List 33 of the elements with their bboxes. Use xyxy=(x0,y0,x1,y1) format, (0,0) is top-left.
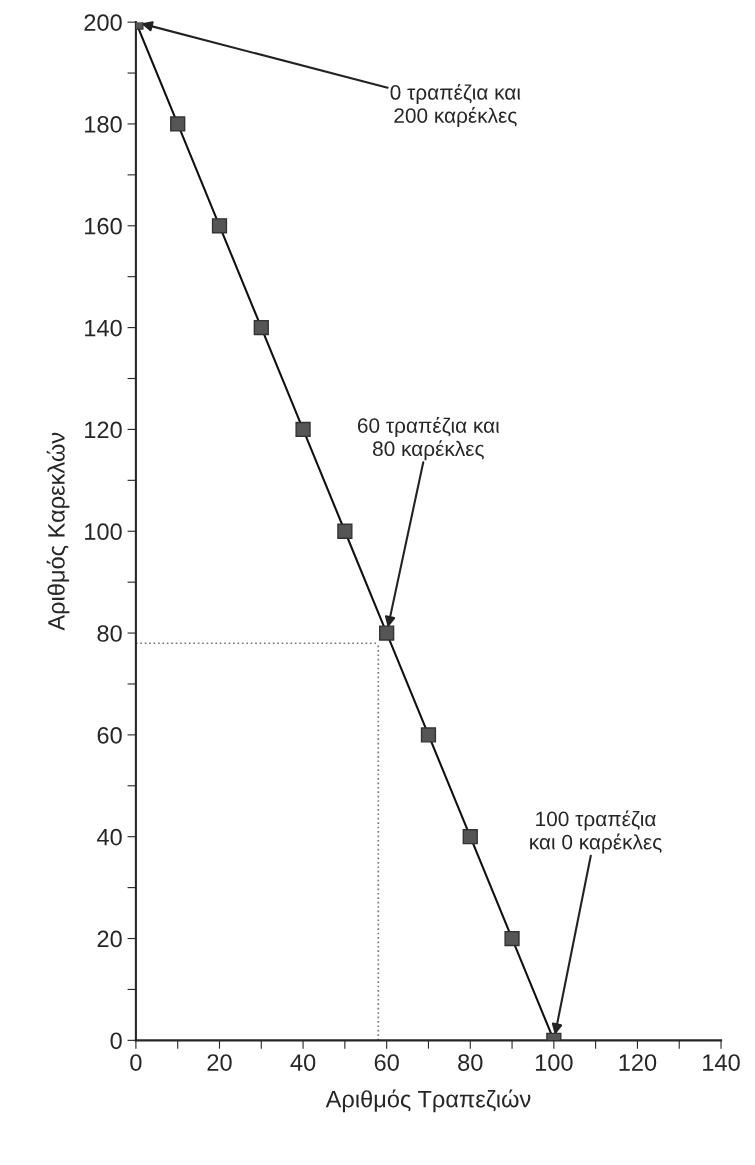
y-tick-label: 120 xyxy=(85,421,122,439)
x-tick-label: 100 xyxy=(535,1054,573,1071)
x-tick-label: 0 xyxy=(130,1054,142,1071)
y-tick-label: 140 xyxy=(85,319,122,337)
point xyxy=(379,625,395,641)
y-axis-title: Αριθμός Καρεκλών xyxy=(46,432,70,631)
y-tick-label: 100 xyxy=(85,523,122,541)
annotation: 60 τραπέζια και 80 καρέκλες xyxy=(357,417,500,461)
annotation: 0 τραπέζια και 200 καρέκλες xyxy=(390,83,521,128)
x-tick-label: 140 xyxy=(703,1054,740,1071)
x-tick-label: 120 xyxy=(619,1054,657,1071)
point xyxy=(253,319,269,336)
y-tick-label: 80 xyxy=(97,625,122,642)
point xyxy=(295,421,311,438)
y-tick-label: 200 xyxy=(84,14,122,31)
annotation: 100 τραπέζια και 0 καρέκλες xyxy=(530,810,662,854)
x-tick-label: 20 xyxy=(207,1054,232,1071)
point xyxy=(504,930,520,947)
point xyxy=(420,727,437,743)
y-tick-label: 40 xyxy=(96,828,122,846)
x-tick-label: 60 xyxy=(374,1054,399,1071)
y-tick-label: 60 xyxy=(97,726,122,744)
x-axis-title: Αριθμός Τραπεζιών xyxy=(325,1089,531,1113)
x-tick-label: 40 xyxy=(290,1054,316,1071)
point xyxy=(462,829,478,845)
x-tick-label: 80 xyxy=(458,1054,483,1071)
y-tick-label: 160 xyxy=(85,217,122,235)
point xyxy=(337,523,353,539)
point xyxy=(211,218,228,234)
y-tick-label: 180 xyxy=(85,116,122,133)
point xyxy=(170,116,186,132)
y-tick-label: 0 xyxy=(110,1032,122,1050)
y-tick-label: 20 xyxy=(97,930,122,948)
